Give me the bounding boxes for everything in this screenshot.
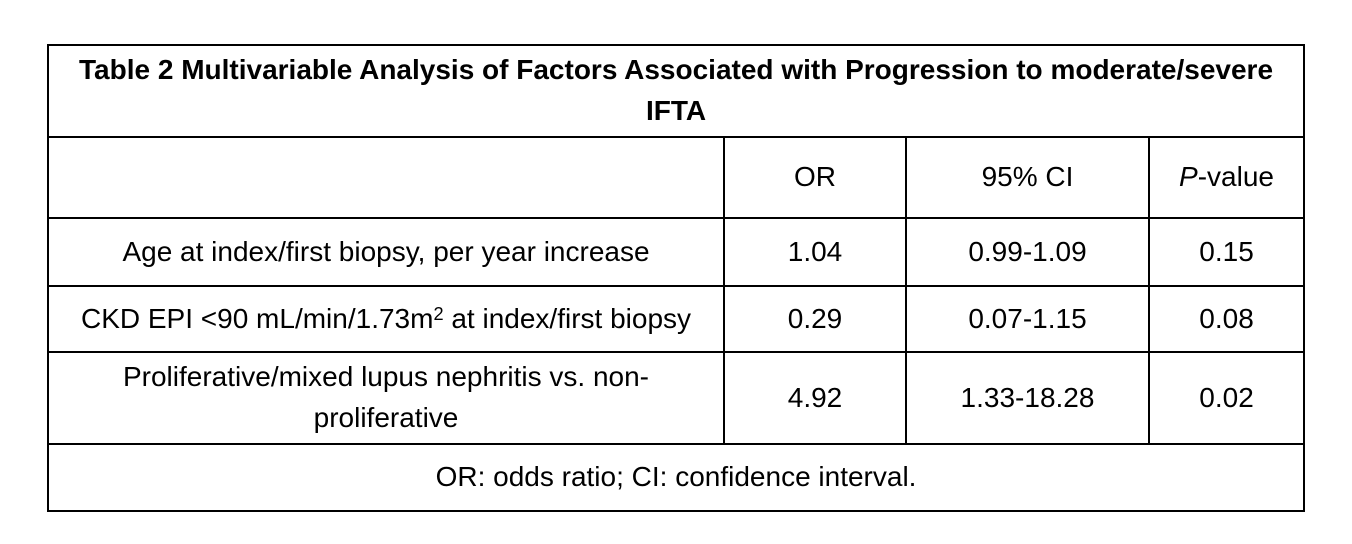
- table-row: Proliferative/mixed lupus nephritis vs. …: [47, 351, 1306, 445]
- row-label-post: at index/first biopsy: [443, 302, 692, 334]
- results-table: Table 2 Multivariable Analysis of Factor…: [46, 44, 1306, 512]
- header-pvalue-rest: -value: [1197, 161, 1274, 193]
- header-row: OR 95% CI P-value: [47, 136, 1306, 219]
- table-row: Age at index/first biopsy, per year incr…: [47, 217, 1306, 287]
- header-ci-cell: 95% CI: [905, 136, 1150, 219]
- header-pvalue-italic: P: [1179, 161, 1198, 193]
- row-label-cell: Age at index/first biopsy, per year incr…: [47, 217, 725, 287]
- header-or-cell: OR: [723, 136, 907, 219]
- row-label-text: CKD EPI <90 mL/min/1.73m: [80, 302, 434, 334]
- ci-value-cell: 0.99-1.09: [905, 217, 1150, 287]
- pvalue-cell: 0.02: [1147, 351, 1306, 445]
- footnote-row: OR: odds ratio; CI: confidence interval.: [46, 443, 1306, 512]
- ci-value-cell: 0.07-1.15: [905, 285, 1150, 353]
- superscript-text: 2: [433, 303, 444, 324]
- row-label-text: Age at index/first biopsy, per year incr…: [122, 235, 650, 267]
- header-pvalue-cell: P-value: [1147, 136, 1306, 219]
- row-label-cell: Proliferative/mixed lupus nephritis vs. …: [47, 351, 725, 445]
- or-value-cell: 4.92: [723, 351, 907, 445]
- table-footnote: OR: odds ratio; CI: confidence interval.: [46, 443, 1306, 512]
- ci-value-cell: 1.33-18.28: [905, 351, 1150, 445]
- row-label-cell: CKD EPI <90 mL/min/1.73m2 at index/first…: [47, 285, 725, 353]
- row-label-text: Proliferative/mixed lupus nephritis vs. …: [122, 361, 649, 393]
- table-title: Table 2 Multivariable Analysis of Factor…: [46, 44, 1306, 138]
- pvalue-cell: 0.15: [1147, 217, 1306, 287]
- title-row: Table 2 Multivariable Analysis of Factor…: [46, 44, 1306, 138]
- header-factor-cell: [47, 136, 725, 219]
- row-label-line2: proliferative: [313, 402, 459, 433]
- pvalue-cell: 0.08: [1147, 285, 1306, 353]
- table-row: CKD EPI <90 mL/min/1.73m2 at index/first…: [47, 285, 1306, 353]
- or-value-cell: 0.29: [723, 285, 907, 353]
- or-value-cell: 1.04: [723, 217, 907, 287]
